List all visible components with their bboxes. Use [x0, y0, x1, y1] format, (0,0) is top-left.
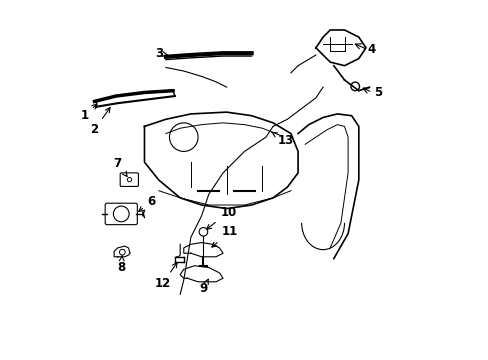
- Text: 5: 5: [374, 86, 382, 99]
- Text: 9: 9: [199, 279, 208, 296]
- Text: 1: 1: [80, 104, 97, 122]
- Text: 13: 13: [271, 132, 293, 147]
- Text: 10: 10: [206, 206, 236, 229]
- Text: 11: 11: [211, 225, 238, 247]
- Text: 4: 4: [366, 43, 375, 56]
- Text: 8: 8: [117, 255, 125, 274]
- Text: 12: 12: [154, 262, 177, 290]
- Text: 7: 7: [113, 157, 127, 176]
- Text: 2: 2: [90, 108, 110, 136]
- Text: 3: 3: [154, 47, 168, 60]
- Text: 6: 6: [139, 195, 156, 211]
